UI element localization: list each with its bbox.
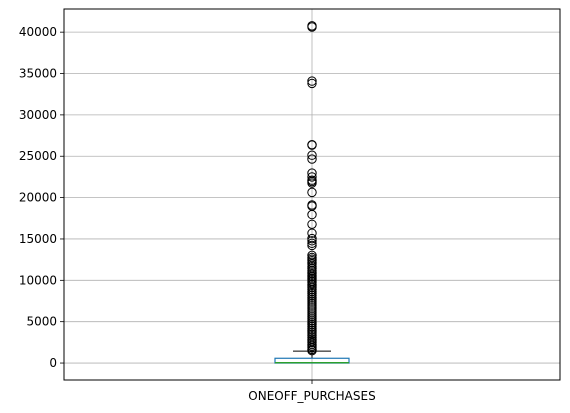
outlier-point (307, 76, 317, 86)
outlier-point (307, 240, 317, 251)
y-tick-label: 15000 (19, 232, 57, 246)
outlier-point (307, 228, 317, 238)
outlier-point (307, 233, 317, 244)
outlier-point (307, 154, 317, 164)
outlier-point (307, 178, 317, 188)
plot-area (274, 21, 350, 364)
y-tick-label: 10000 (19, 273, 57, 287)
x-axis: ONEOFF_PURCHASES (248, 380, 376, 403)
outlier-point (307, 187, 317, 198)
y-axis: 0 5000 10000 15000 20000 25000 30000 35000 40000 (19, 25, 64, 370)
outlier-point (307, 22, 317, 32)
y-tick-label: 0 (49, 356, 57, 370)
outlier-point (307, 209, 317, 220)
y-tick-label: 25000 (19, 149, 57, 163)
y-tick-label: 40000 (19, 25, 57, 39)
y-tick-label: 30000 (19, 108, 57, 122)
outlier-point (307, 238, 317, 249)
outlier-point (307, 236, 317, 246)
outlier-point (307, 172, 317, 182)
outlier-point (307, 150, 317, 160)
y-tick-label: 35000 (19, 67, 57, 81)
outlier-point (307, 345, 317, 356)
y-tick-label: 20000 (19, 191, 57, 205)
x-tick-label: ONEOFF_PURCHASES (248, 389, 375, 403)
y-tick-label: 5000 (26, 315, 57, 329)
outlier-point (307, 140, 317, 150)
outlier-point (307, 78, 317, 89)
